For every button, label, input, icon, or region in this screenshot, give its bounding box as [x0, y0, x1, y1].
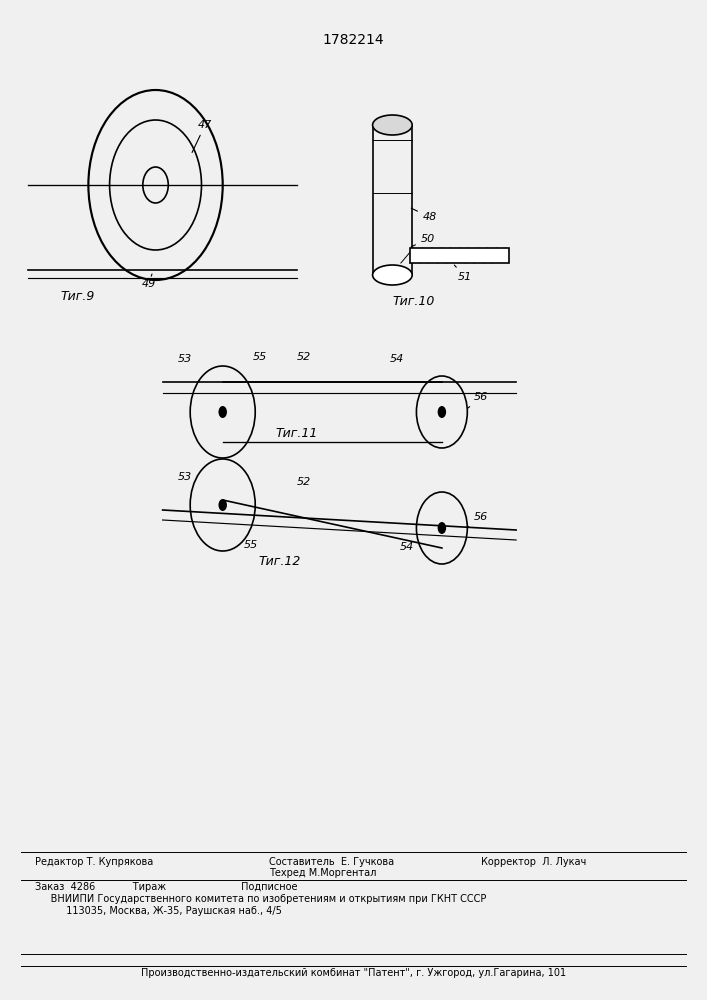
- Text: 51: 51: [455, 265, 472, 282]
- Text: 49: 49: [141, 274, 156, 289]
- Text: 52: 52: [297, 352, 311, 362]
- Ellipse shape: [373, 115, 412, 135]
- Text: 52: 52: [297, 477, 311, 487]
- Text: Производственно-издательский комбинат "Патент", г. Ужгород, ул.Гагарина, 101: Производственно-издательский комбинат "П…: [141, 968, 566, 978]
- Text: Τиг.10: Τиг.10: [392, 295, 435, 308]
- Text: 55: 55: [253, 352, 267, 362]
- Text: 53: 53: [178, 354, 192, 364]
- Circle shape: [218, 406, 227, 418]
- Text: Редактор Т. Купрякова: Редактор Т. Купрякова: [35, 857, 153, 867]
- Text: 56: 56: [468, 392, 488, 408]
- Text: Техред М.Моргентал: Техред М.Моргентал: [269, 868, 376, 878]
- Text: 50: 50: [411, 234, 435, 247]
- Text: ВНИИПИ Государственного комитета по изобретениям и открытиям при ГКНТ СССР: ВНИИПИ Государственного комитета по изоб…: [35, 894, 486, 904]
- Text: Τиг.12: Τиг.12: [258, 555, 300, 568]
- Text: 1782214: 1782214: [322, 33, 385, 47]
- Circle shape: [438, 522, 446, 534]
- Text: 54: 54: [399, 542, 414, 552]
- Text: 55: 55: [244, 540, 258, 550]
- Text: 53: 53: [178, 472, 192, 482]
- Text: 113035, Москва, Ж-35, Раушская наб., 4/5: 113035, Москва, Ж-35, Раушская наб., 4/5: [35, 906, 282, 916]
- Ellipse shape: [373, 265, 412, 285]
- Text: 54: 54: [390, 354, 404, 364]
- Text: Заказ  4286            Тираж                        Подписное: Заказ 4286 Тираж Подписное: [35, 882, 298, 892]
- Circle shape: [438, 406, 446, 418]
- Text: Τиг.11: Τиг.11: [276, 427, 318, 440]
- Text: 47: 47: [192, 120, 212, 152]
- Bar: [410, 248, 509, 263]
- Text: Составитель  Е. Гучкова: Составитель Е. Гучкова: [269, 857, 394, 867]
- Text: Корректор  Л. Лукач: Корректор Л. Лукач: [481, 857, 586, 867]
- Text: 48: 48: [411, 208, 437, 222]
- Text: 56: 56: [468, 512, 488, 527]
- Circle shape: [218, 499, 227, 511]
- Text: Τиг.9: Τиг.9: [60, 290, 95, 303]
